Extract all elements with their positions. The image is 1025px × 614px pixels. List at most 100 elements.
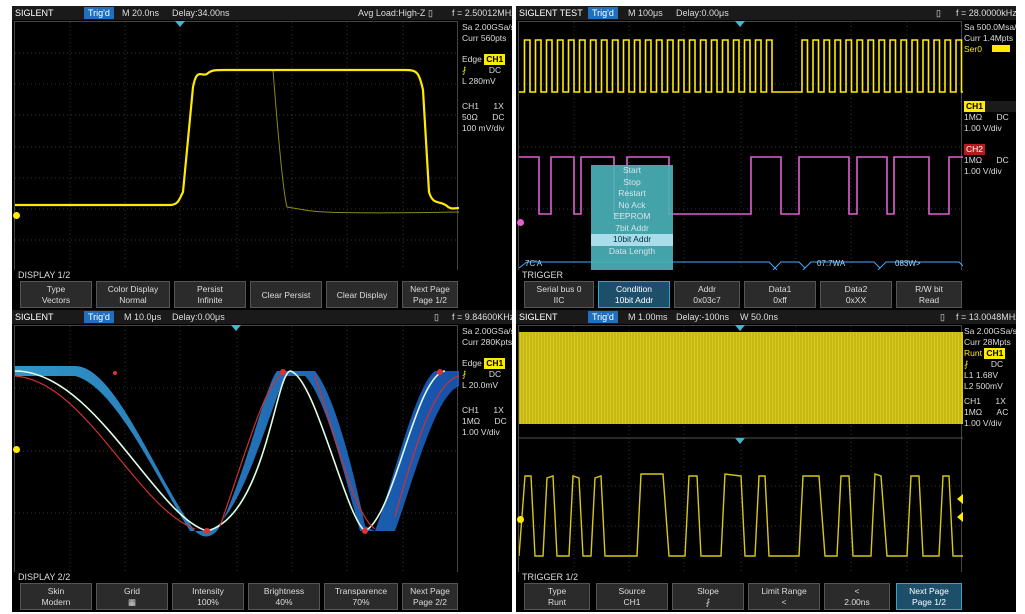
type-button[interactable]: Type Runt (524, 583, 590, 610)
status-bar: SIGLENT TEST Trig'd M 100μs Delay:0.00μs… (516, 6, 1016, 20)
status-bar: SIGLENT Trig'd M 1.00ms Delay:-100ns W 5… (516, 310, 1016, 324)
waveform-grid[interactable] (13, 21, 459, 272)
sample-rate: Sa 500.0Msa/s (964, 22, 1016, 32)
ch1-offset-marker[interactable] (13, 446, 20, 453)
skin-button[interactable]: Skin Modern (20, 583, 92, 610)
button-label: < (854, 586, 860, 596)
frequency-readout: f = 28.0000kHz (956, 8, 1016, 18)
trigger-position-marker[interactable] (231, 325, 241, 331)
menu-title: DISPLAY 2/2 (18, 572, 71, 582)
button-value: Modern (41, 597, 71, 607)
waveform-grid[interactable] (517, 325, 963, 576)
menu-title: DISPLAY 1/2 (18, 270, 71, 280)
probe-ratio: 1X (493, 101, 504, 111)
condition-option[interactable]: Start (623, 165, 641, 175)
intensity-button[interactable]: Intensity 100% (172, 583, 244, 610)
limit-range-button[interactable]: Limit Range < (748, 583, 820, 610)
data2-button[interactable]: Data2 0xXX (820, 281, 892, 308)
frequency-readout: f = 9.84600KHz (452, 312, 512, 322)
transparence-button[interactable]: Transparence 70% (324, 583, 398, 610)
probe-ratio: 1X (493, 405, 504, 415)
condition-option[interactable]: Stop (623, 176, 641, 187)
next-page-button[interactable]: Next Page Page 1/2 (402, 281, 458, 308)
scope-panel-display-2: SIGLENT Trig'd M 10.0μs Delay:0.00μs ▯ f… (12, 310, 512, 612)
persist-button[interactable]: Persist Infinite (174, 281, 246, 308)
addr-button[interactable]: Addr 0x03c7 (674, 281, 740, 308)
serial-bus-button[interactable]: Serial bus 0 IIC (524, 281, 594, 308)
time-limit-button[interactable]: <2.00ns (824, 583, 890, 610)
bus-decode-text-2: 07:7WA (817, 259, 846, 268)
button-value: Page 1/2 (911, 597, 947, 607)
ch1-label: CH1 (964, 396, 982, 406)
condition-dropdown[interactable]: Start Stop Restart No Ack EEPROM 7bit Ad… (591, 165, 673, 275)
clear-display-button[interactable]: Clear Display (326, 281, 398, 308)
color-display-button[interactable]: Color Display Normal (96, 281, 170, 308)
sample-rate: Sa 2.00GSa/s (964, 326, 1016, 336)
trigger-position-marker[interactable] (175, 21, 185, 27)
clear-persist-button[interactable]: Clear Persist (250, 281, 322, 308)
ch1-label: CH1 (462, 101, 480, 111)
grid-button[interactable]: Grid ▦ (96, 583, 168, 610)
ch1-impedance: 1MΩ (462, 416, 481, 426)
waveform-grid[interactable]: 7C'A 07:7WA 083W> Start Stop Restart No … (517, 21, 963, 275)
button-value: Infinite (197, 295, 223, 305)
ch1-offset-marker[interactable] (13, 212, 20, 219)
level-l2-marker[interactable] (957, 512, 963, 522)
next-page-button[interactable]: Next Page Page 1/2 (896, 583, 962, 610)
condition-option-selected[interactable]: 10bit Addr (591, 234, 673, 246)
condition-option[interactable]: 7bit Addr (615, 222, 649, 233)
ch1-vdiv: 100 mV/div (462, 123, 505, 133)
waveform-grid[interactable] (13, 325, 459, 576)
type-button[interactable]: Type Vectors (20, 281, 92, 308)
waveform-display (15, 326, 459, 576)
rw-bit-button[interactable]: R/W bit Read (896, 281, 962, 308)
frequency-readout: f = 2.50012MHz (452, 8, 512, 18)
brand-label: SIGLENT TEST (519, 8, 583, 18)
button-value: CH1 (623, 597, 641, 607)
level-l1-marker[interactable] (957, 494, 963, 504)
condition-option[interactable]: EEPROM (613, 211, 651, 221)
button-value: 2.00ns (844, 597, 870, 607)
brightness-button[interactable]: Brightness 40% (248, 583, 320, 610)
condition-button[interactable]: Condition 10bit Addr (598, 281, 670, 308)
button-value: Vectors (41, 295, 71, 305)
button-value: 100% (197, 597, 219, 607)
frequency-readout: f = 13.0048MHz (956, 312, 1016, 322)
trigger-status-badge: Trig'd (588, 7, 618, 19)
button-label: Data2 (844, 284, 868, 294)
button-value: Normal (119, 295, 147, 305)
brand-label: SIGLENT (519, 312, 558, 322)
trigger-position-marker[interactable] (735, 325, 745, 331)
softkey-menu: TRIGGER 1/2 Type Runt Source CH1 Slope ⨏ Li… (516, 572, 1016, 612)
next-page-button[interactable]: Next Page Page 2/2 (402, 583, 458, 610)
probe-ratio: 1X (995, 396, 1006, 406)
brand-label: SIGLENT (15, 312, 54, 322)
menu-title: TRIGGER 1/2 (522, 572, 579, 582)
scope-panel-iic-trigger: SIGLENT TEST Trig'd M 100μs Delay:0.00μs… (516, 6, 1016, 310)
condition-option[interactable]: No Ack (618, 199, 646, 210)
delay-readout: Delay:0.00μs (676, 8, 729, 18)
status-bar: SIGLENT Trig'd M 20.0ns Delay:34.00ns Av… (12, 6, 512, 20)
condition-option[interactable]: Data Length (608, 245, 656, 256)
data1-button[interactable]: Data1 0xff (744, 281, 816, 308)
trigger-status-badge: Trig'd (84, 7, 114, 19)
battery-icon: ▯ (936, 8, 941, 18)
slope-button[interactable]: Slope ⨏ (672, 583, 744, 610)
ch1-offset-marker[interactable] (517, 516, 524, 523)
softkey-menu: DISPLAY 1/2 Type Vectors Color Display Nor… (12, 270, 512, 310)
status-bar: SIGLENT Trig'd M 10.0μs Delay:0.00μs ▯ f… (12, 310, 512, 324)
button-value: < (781, 597, 787, 607)
ch2-offset-marker[interactable] (517, 219, 524, 226)
condition-option[interactable]: Restart (618, 188, 646, 198)
button-value: 40% (275, 597, 293, 607)
trigger-position-marker[interactable] (735, 21, 745, 27)
scope-panel-runt-trigger: SIGLENT Trig'd M 1.00ms Delay:-100ns W 5… (516, 310, 1016, 612)
source-button[interactable]: Source CH1 (596, 583, 668, 610)
button-label: Next Page (410, 586, 450, 596)
trigger-coupling: DC (488, 65, 502, 75)
zoom-trigger-marker[interactable] (735, 438, 745, 444)
ch2-impedance: 1MΩ (964, 155, 983, 165)
load-readout: Avg Load:High-Z (358, 8, 426, 18)
waveform-display (15, 22, 459, 272)
battery-icon: ▯ (940, 312, 945, 322)
